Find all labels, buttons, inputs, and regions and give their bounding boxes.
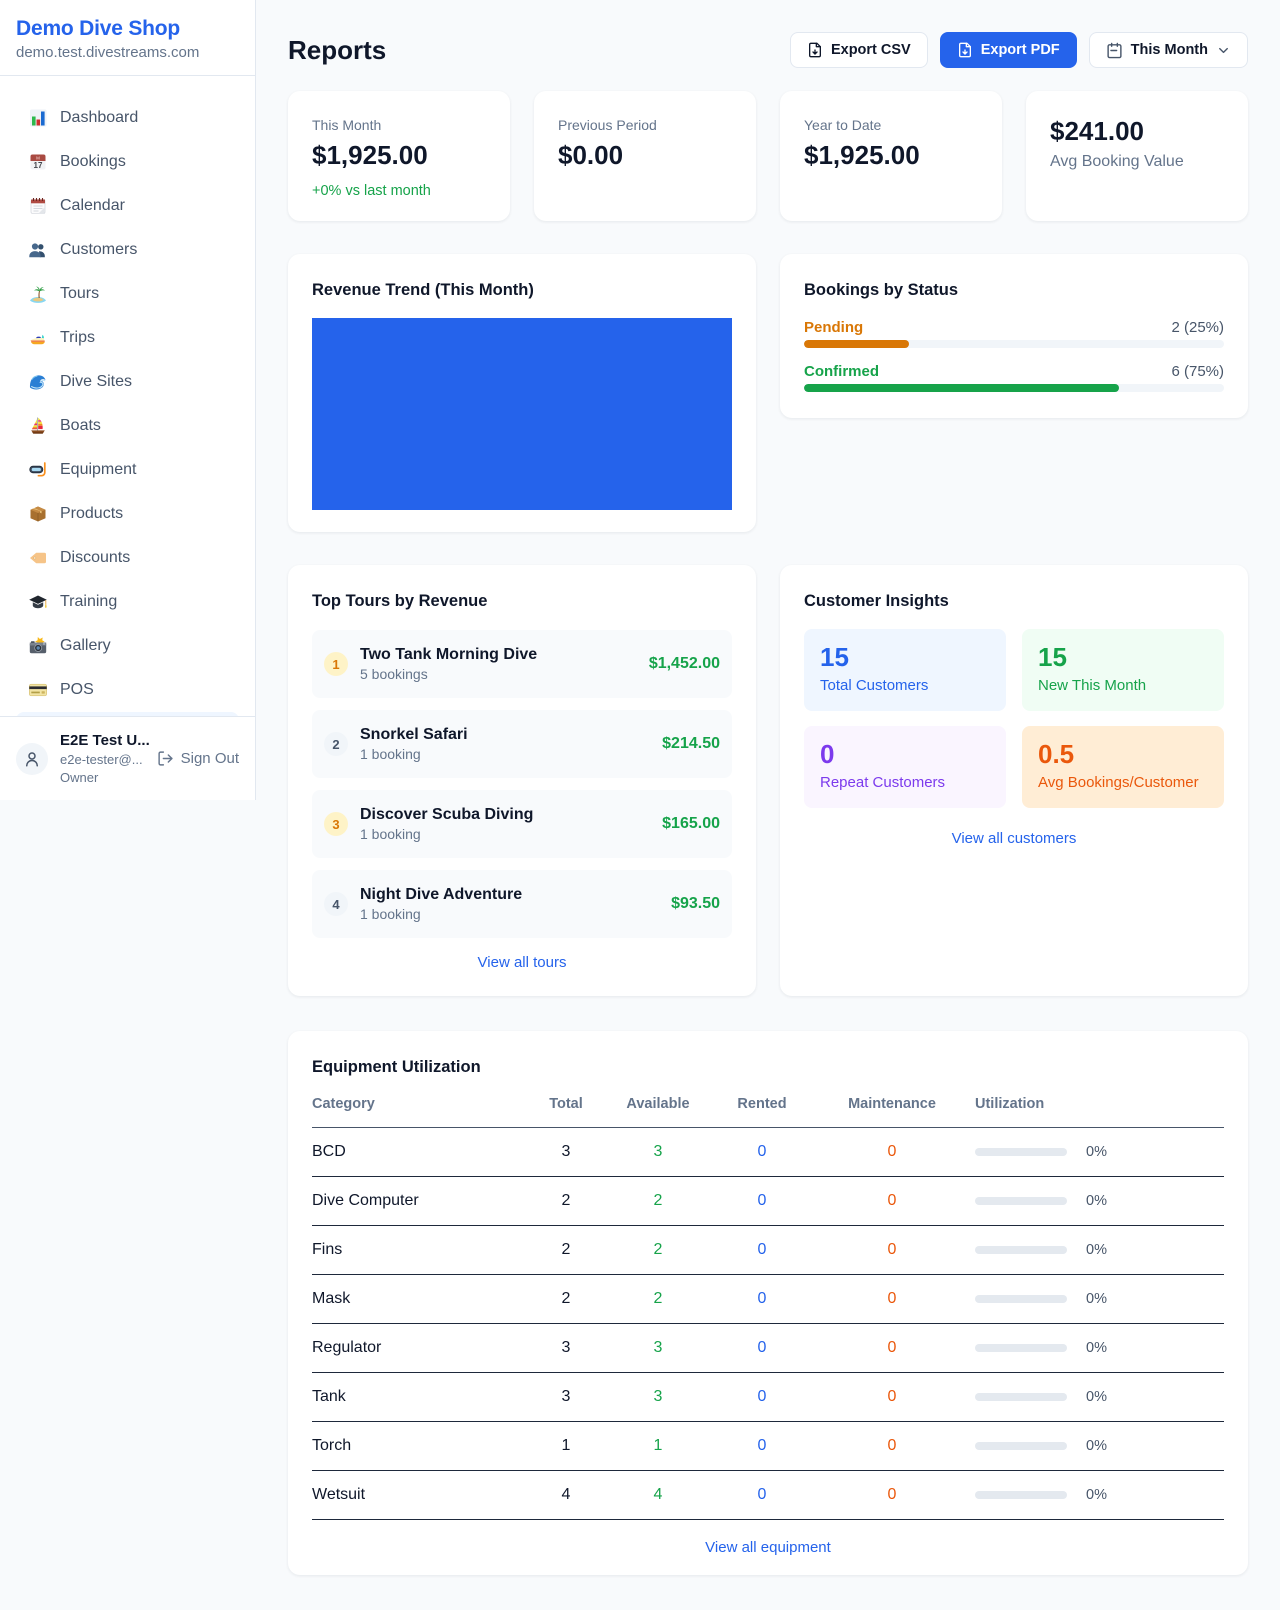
svg-text:M: M [36, 156, 40, 161]
svg-text:17: 17 [34, 161, 43, 170]
